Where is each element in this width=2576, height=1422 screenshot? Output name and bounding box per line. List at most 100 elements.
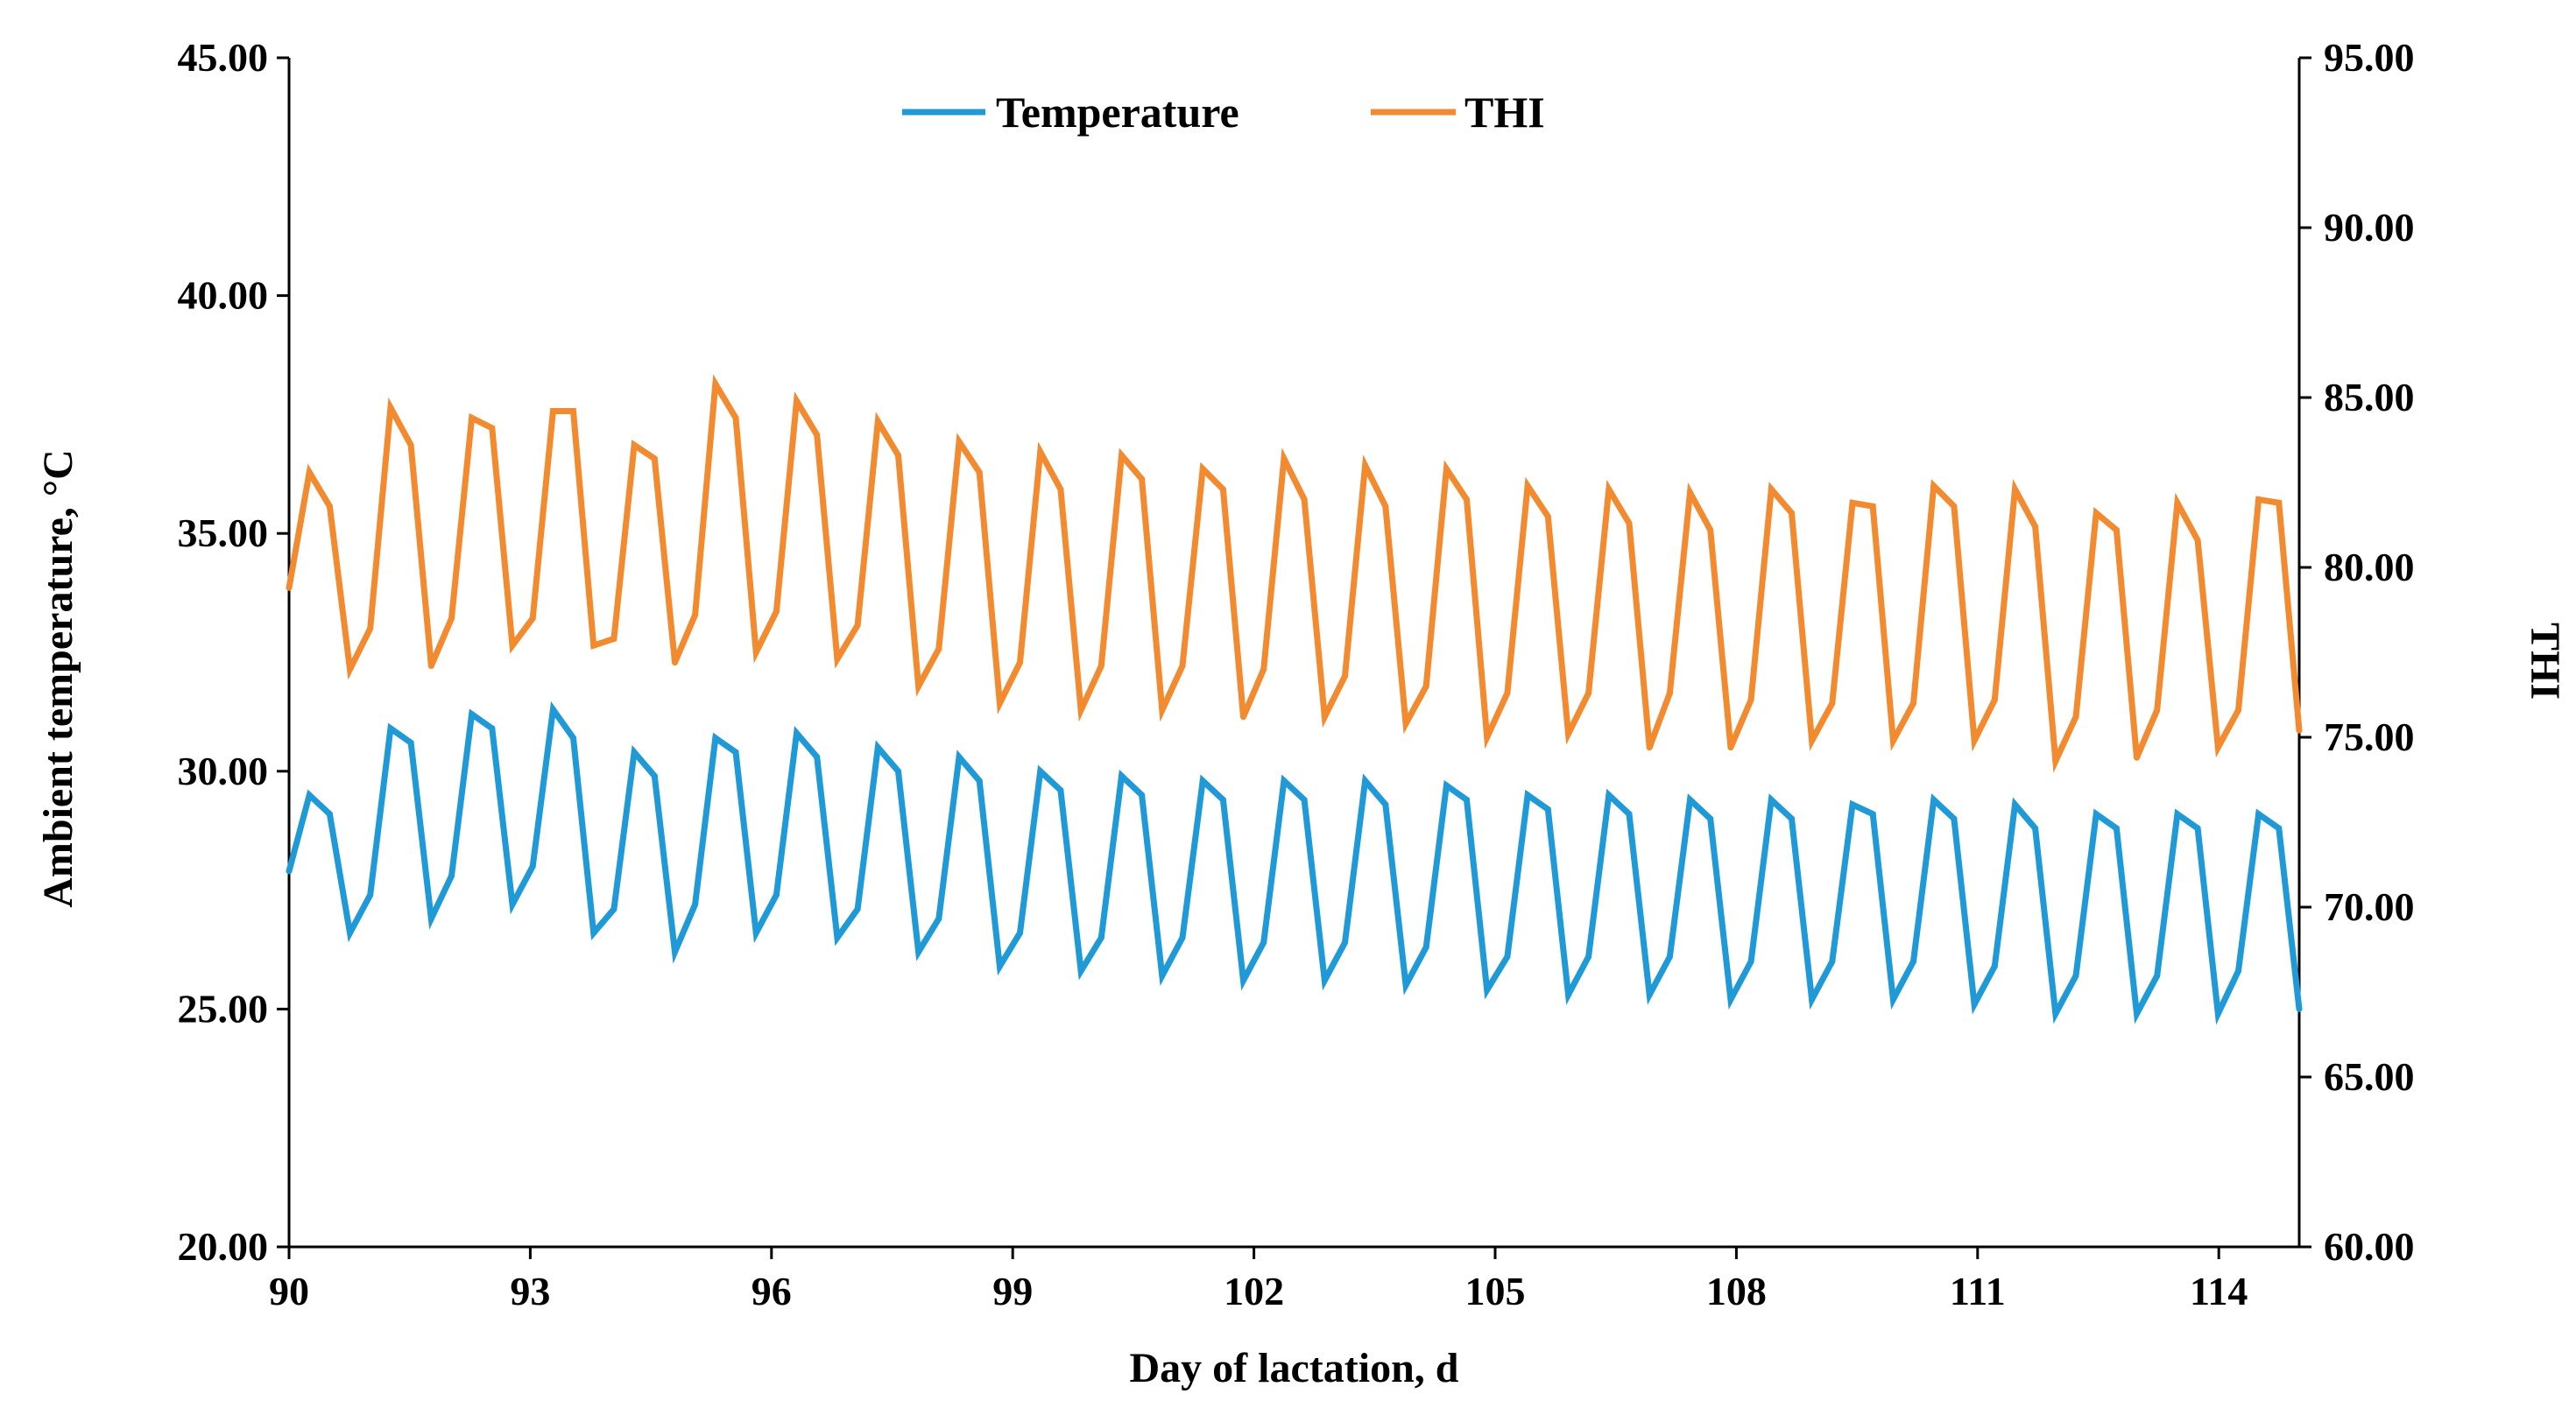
data-point-thi [1646,744,1653,751]
series-layer [286,374,2303,1025]
data-point-temperature [2032,825,2039,832]
data-point-thi [2255,496,2262,503]
data-point-thi [752,649,759,656]
data-point-thi [1199,466,1206,472]
data-point-thi [2276,499,2283,506]
data-point-temperature [1707,815,1714,822]
data-point-temperature [1199,778,1206,785]
data-point-temperature [347,930,353,936]
data-point-temperature [367,891,374,898]
data-point-thi [407,441,414,448]
series-line-thi [286,374,2303,773]
data-point-thi [1889,737,1896,744]
data-point-temperature [1139,792,1146,799]
data-point-temperature [529,862,536,869]
data-point-temperature [2276,825,2283,832]
x-axis-ticks: 90 93 96 99 102 105 108 111 114 [269,1247,2248,1313]
data-point-temperature [1809,996,1816,1003]
data-point-temperature [2214,1010,2221,1017]
data-point-temperature [1484,987,1491,994]
data-point-thi [1484,734,1491,741]
data-point-thi [1119,452,1125,459]
data-point-thi [1260,665,1267,672]
legend-label-thi: THI [1464,88,1545,137]
data-point-temperature [2235,968,2241,975]
data-point-thi [915,683,922,690]
data-point-temperature [1889,996,1896,1003]
data-point-thi [469,414,476,421]
data-point-temperature [1687,796,1693,803]
data-point-temperature [752,930,759,936]
data-point-thi [1829,700,1836,707]
data-point-thi [549,408,556,414]
x-axis-title: Day of lactation, d [1130,1345,1459,1391]
data-point-temperature [1037,768,1044,775]
data-point-temperature [834,934,841,941]
data-point-temperature [1747,958,1754,965]
data-point-thi [1422,683,1429,690]
left-y-tick-label: 35.00 [178,510,269,555]
right-y-tick-label: 75.00 [2324,715,2415,759]
data-point-temperature [1321,977,1328,984]
data-point-temperature [1281,778,1288,785]
left-y-tick-label: 25.00 [178,986,269,1031]
data-point-temperature [549,706,556,713]
right-y-tick-label: 80.00 [2324,545,2415,589]
data-point-thi [1626,520,1633,527]
data-point-thi [2093,510,2100,517]
data-point-temperature [1585,954,1592,961]
data-point-thi [672,659,678,666]
right-y-tick-label: 85.00 [2324,375,2415,419]
data-point-thi [1139,475,1146,482]
data-point-temperature [1504,954,1511,961]
data-point-temperature [1869,811,1876,818]
data-point-temperature [1422,944,1429,951]
data-point-temperature [976,778,983,785]
data-point-thi [631,441,638,448]
legend: Temperature THI [902,88,1545,137]
data-point-temperature [1097,934,1105,941]
data-point-thi [590,642,597,649]
data-point-thi [2052,757,2059,764]
data-point-thi [935,645,942,652]
data-point-temperature [2012,801,2018,808]
x-tick-label: 102 [1224,1269,1284,1313]
data-point-thi [1606,486,1613,493]
data-point-temperature [387,725,394,732]
data-point-thi [651,455,658,462]
data-point-thi [1747,696,1754,703]
data-point-thi [1017,659,1023,666]
data-point-thi [489,425,496,432]
data-point-thi [773,608,780,615]
data-point-thi [306,468,313,475]
data-point-thi [509,642,516,649]
data-point-thi [874,418,881,425]
right-y-tick-label: 95.00 [2324,35,2415,80]
data-point-thi [1219,486,1226,493]
data-point-temperature [692,901,699,908]
data-point-thi [1037,448,1044,455]
data-point-thi [1707,526,1714,533]
data-point-thi [2194,537,2201,544]
left-y-axis-ticks: 20.00 25.00 30.00 35.00 40.00 45.00 [178,35,289,1269]
data-point-temperature [1219,796,1226,803]
data-point-temperature [1077,968,1084,975]
legend-label-temperature: Temperature [996,88,1239,137]
data-point-thi [1097,663,1105,669]
data-point-thi [1402,721,1409,727]
data-point-thi [448,615,455,622]
data-point-thi [1524,482,1531,489]
data-point-temperature [1910,958,1916,965]
data-point-temperature [1342,939,1348,946]
data-point-temperature [1565,991,1571,998]
series-points-thi [286,381,2303,764]
data-point-temperature [1971,1001,1978,1008]
data-point-temperature [1789,815,1795,822]
data-point-thi [1179,663,1186,669]
data-point-thi [1991,696,1998,703]
data-point-thi [996,700,1003,707]
right-y-axis-title: THI [2522,623,2568,700]
left-y-tick-label: 30.00 [178,749,269,793]
data-point-thi [286,584,293,591]
